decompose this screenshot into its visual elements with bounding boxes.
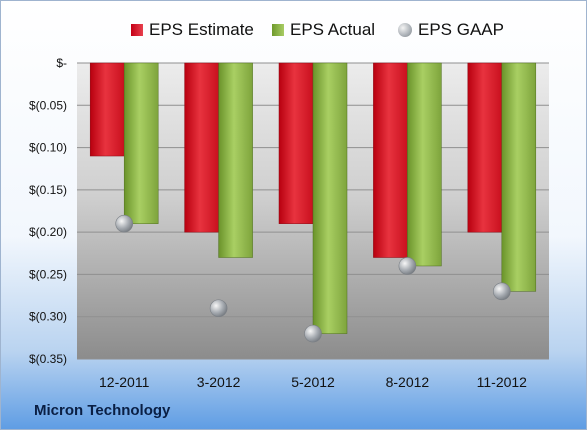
point-eps-gaap — [115, 214, 133, 233]
y-tick-label: $(0.30) — [29, 310, 67, 324]
legend-swatch-actual — [272, 24, 284, 36]
legend-item-gaap: EPS GAAP — [398, 17, 504, 43]
point-eps-gaap — [304, 324, 322, 343]
legend-swatch-estimate — [131, 24, 143, 36]
y-axis-ticks: $- $(0.05) $(0.10) $(0.15) $(0.20) $(0.25) $(0… — [29, 56, 67, 366]
y-tick-label: $(0.10) — [29, 141, 67, 155]
x-axis-ticks: 12-2011 3-2012 5-2012 8-2012 11-2012 — [99, 374, 527, 390]
legend-label-gaap: EPS GAAP — [418, 20, 504, 39]
bar-eps-estimate — [278, 62, 314, 224]
x-tick-label: 8-2012 — [386, 374, 430, 390]
point-eps-gaap — [492, 282, 511, 301]
legend-marker-gaap — [398, 23, 412, 37]
y-tick-label: $- — [56, 56, 67, 70]
bar-eps-estimate — [184, 62, 219, 233]
company-name: Micron Technology — [34, 402, 171, 419]
legend-item-estimate: EPS Estimate — [131, 17, 254, 43]
legend-label-actual: EPS Actual — [290, 20, 376, 39]
legend: EPS Estimate EPS Actual EPS GAAP — [1, 17, 587, 43]
bars — [89, 62, 537, 334]
gaap-points — [115, 214, 511, 343]
bar-eps-actual — [312, 62, 348, 334]
x-tick-label: 11-2012 — [477, 374, 528, 390]
y-tick-label: $(0.20) — [29, 225, 67, 239]
x-tick-label: 12-2011 — [99, 374, 150, 390]
bar-eps-estimate — [89, 62, 125, 157]
bar-eps-actual — [218, 62, 253, 258]
bar-eps-actual — [501, 62, 537, 292]
legend-label-estimate: EPS Estimate — [149, 20, 254, 39]
legend-item-actual: EPS Actual — [272, 17, 375, 43]
point-eps-gaap — [209, 299, 228, 318]
y-tick-label: $(0.25) — [29, 267, 67, 281]
x-tick-label: 5-2012 — [291, 374, 335, 390]
y-tick-label: $(0.15) — [29, 183, 67, 197]
bar-eps-estimate — [373, 62, 408, 258]
x-tick-label: 3-2012 — [197, 374, 241, 390]
bar-eps-actual — [123, 62, 159, 224]
bar-eps-estimate — [467, 62, 503, 233]
y-tick-label: $(0.05) — [29, 98, 67, 112]
bar-eps-actual — [407, 62, 442, 267]
point-eps-gaap — [398, 257, 417, 275]
y-tick-label: $(0.35) — [29, 352, 67, 366]
